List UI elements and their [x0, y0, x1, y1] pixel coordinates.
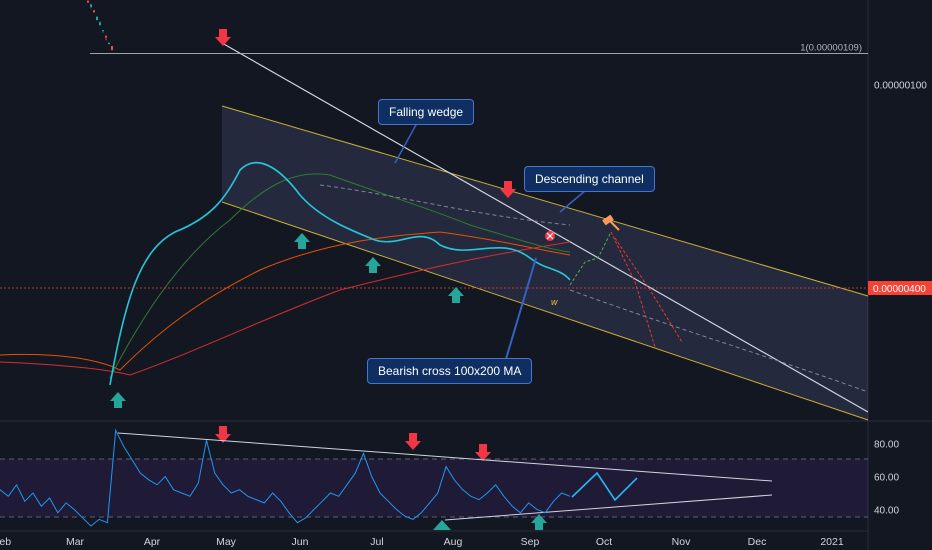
current-price-badge: 0.00000400	[0, 281, 932, 295]
osc-tick-label: 80.00	[874, 440, 899, 451]
ma-green	[109, 173, 571, 379]
signal-arrows: w	[110, 29, 620, 530]
oscillator-band	[0, 459, 868, 517]
falling-wedge-pointer	[394, 122, 418, 164]
candle-body	[87, 1, 89, 3]
price-badge-label: 0.00000400	[873, 284, 926, 295]
bearish-forecast-path-1	[610, 231, 656, 348]
x-tick-label: Sep	[521, 536, 540, 548]
oscillator-axis: 40.00 60.00 80.00	[874, 440, 899, 517]
falling-wedge-line[interactable]	[221, 42, 869, 413]
price-badge-bg	[868, 281, 932, 295]
w-pattern-label: w	[551, 297, 558, 307]
channel-lower-line[interactable]	[221, 201, 869, 421]
x-tick-label: Aug	[444, 536, 463, 548]
oscillator-support-line[interactable]	[444, 494, 773, 521]
osc-tick-label: 40.00	[874, 506, 899, 517]
up-arrow-icon	[110, 392, 126, 408]
x-tick-label: Jun	[292, 536, 309, 548]
oscillator-resistance-line[interactable]	[117, 432, 773, 482]
projection-gray-1	[319, 184, 571, 226]
up-arrow-icon	[294, 233, 310, 249]
candle-body	[111, 46, 113, 51]
x-tick-label: Mar	[66, 536, 85, 548]
cross-marker-x	[546, 232, 554, 240]
up-arrow-icon	[365, 257, 381, 273]
up-arrow-icon	[448, 287, 464, 303]
descending-channel-pointer	[559, 189, 587, 213]
bullish-forecast-path	[569, 231, 612, 286]
oscillator-line	[0, 428, 571, 527]
fib-level-label: 1(0.00000109)	[800, 43, 862, 54]
candle-body	[108, 42, 110, 44]
candle-body	[93, 10, 95, 12]
down-arrow-icon	[405, 433, 421, 450]
channel-upper-line[interactable]	[221, 105, 869, 297]
gavel-icon	[602, 214, 620, 231]
price-series	[87, 0, 113, 51]
bearish-cross-callout: Bearish cross 100x200 MA	[367, 358, 533, 384]
descending-channel-fill	[222, 106, 868, 420]
price-axis: 0.000001000.000002000.000003000.00000400…	[874, 80, 927, 91]
x-tick-label: Oct	[596, 536, 612, 548]
up-arrow-icon	[531, 514, 547, 530]
time-axis: Feb Mar Apr May Jun Jul Aug Sep Oct Nov Dec 2021	[0, 536, 844, 548]
oscillator-forecast-path	[571, 471, 638, 502]
bearish-cross-pointer	[505, 257, 537, 360]
ma-red	[0, 241, 571, 376]
x-tick-label: 2021	[820, 536, 844, 548]
candle-body	[99, 22, 101, 26]
oscillator-series	[0, 428, 571, 527]
x-tick-label: Dec	[748, 536, 767, 548]
down-arrow-icon	[215, 426, 231, 443]
y-tick-label: 0.00000100	[874, 80, 927, 91]
descending-channel-callout: Descending channel	[524, 166, 655, 192]
x-tick-label: Nov	[672, 536, 691, 548]
x-tick-label: Apr	[144, 536, 161, 548]
bearish-forecast-path-2	[614, 237, 683, 343]
candle-body	[102, 30, 104, 32]
ema-cyan	[109, 162, 571, 386]
x-tick-label: Jul	[370, 536, 383, 548]
osc-tick-label: 60.00	[874, 473, 899, 484]
down-arrow-icon	[215, 29, 231, 46]
candle-body	[96, 16, 98, 21]
ma-orange	[0, 231, 571, 371]
projection-gray-2	[569, 289, 869, 393]
x-tick-label: May	[216, 536, 237, 548]
down-arrow-icon	[500, 181, 516, 198]
candle-body	[105, 36, 107, 38]
x-tick-label: Feb	[0, 536, 11, 548]
candle-body	[90, 4, 92, 7]
up-triangle-icon	[433, 520, 451, 530]
falling-wedge-callout: Falling wedge	[378, 99, 475, 125]
down-arrow-icon	[475, 444, 491, 461]
fib-levels: 0(0.00001123)0.618(0.00000496)0.786(0.00…	[90, 43, 868, 55]
